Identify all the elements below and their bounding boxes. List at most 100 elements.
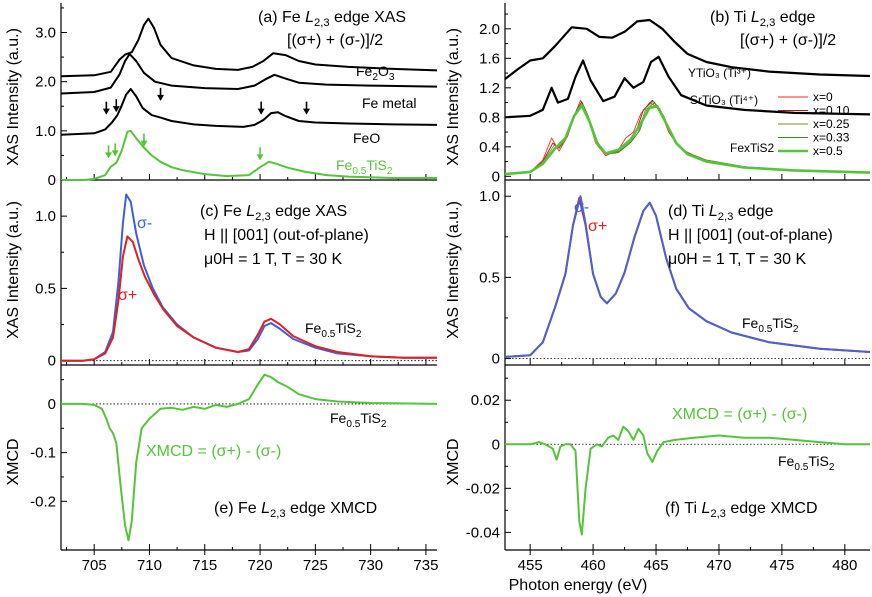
arrow-marker-black-head bbox=[157, 94, 165, 101]
series-line-fe0-5tis2 bbox=[61, 129, 437, 181]
y-axis-label-a: XAS Intensity (a.u.) bbox=[5, 28, 22, 166]
series-line-- bbox=[504, 195, 871, 358]
y-tick-label: 2.0 bbox=[35, 74, 56, 91]
legend-label: x=0.5 bbox=[813, 144, 843, 158]
arrow-marker-black-head bbox=[303, 108, 311, 115]
chart-title-e: (e) Fe L2,3 edge XMCD bbox=[214, 500, 377, 520]
panel-d: 0 0.5 1.0 bbox=[479, 180, 871, 368]
arrow-marker-green-head bbox=[140, 140, 148, 147]
series-label-sigma-plus-d: σ+ bbox=[588, 218, 607, 235]
y-tick-label: 1.0 bbox=[35, 208, 56, 225]
y-tick-label: 3.0 bbox=[35, 25, 56, 42]
x-tick-label: 725 bbox=[303, 557, 328, 574]
x-tick-label: 705 bbox=[82, 557, 107, 574]
condition-temp-d: μ0H = 1 T, T = 30 K bbox=[668, 251, 807, 268]
y-tick-label: -0.1 bbox=[30, 445, 56, 462]
y-axis-label-c: XAS Intensity (a.u.) bbox=[5, 201, 22, 339]
series-line-srtio3 bbox=[504, 55, 871, 119]
panel-e: -0.2 -0.1 0 705 710 715 720 725 730 735 bbox=[30, 365, 438, 574]
arrow-marker-green-head bbox=[256, 154, 264, 161]
condition-field-d: H || [001] (out-of-plane) bbox=[668, 227, 833, 244]
chart-title-d: (d) Ti L2,3 edge bbox=[668, 203, 774, 223]
series-line-xmcd bbox=[61, 373, 438, 542]
chart-title-c: (c) Fe L2,3 edge XAS bbox=[200, 203, 347, 223]
panel-b: 0 0.4 0.8 1.2 1.6 2.0 bbox=[479, 3, 871, 185]
series-label-ytio3: YTiO₃ (Ti³⁺) bbox=[688, 66, 751, 80]
x-tick-label: 480 bbox=[832, 557, 857, 574]
y-tick-label: 1.2 bbox=[479, 80, 500, 97]
x-tick-label: 730 bbox=[358, 557, 383, 574]
xmcd-annotation-f: XMCD = (σ+) - (σ-) bbox=[672, 406, 807, 423]
panel-f: -0.04 -0.02 0 0.02 455 460 465 470 475 480 bbox=[466, 365, 870, 574]
legend-label: x=0.25 bbox=[813, 117, 850, 131]
series-line-- bbox=[504, 196, 871, 358]
y-tick-label: 0 bbox=[48, 353, 56, 370]
xmcd-annotation-e: XMCD = (σ+) - (σ-) bbox=[146, 443, 281, 460]
chart-subtitle-a: [(σ+) + (σ-)]/2 bbox=[287, 32, 383, 49]
y-tick-label: 1.0 bbox=[35, 123, 56, 140]
series-label-fextis2: FexTiS2 bbox=[730, 141, 775, 155]
arrow-marker-green-head bbox=[105, 152, 113, 159]
x-tick-label: 465 bbox=[644, 557, 669, 574]
chart-title-b: (b) Ti L2,3 edge bbox=[710, 9, 816, 29]
series-label-sigma-minus-c: σ- bbox=[137, 215, 152, 232]
x-tick-label: 715 bbox=[192, 557, 217, 574]
series-label-fe2o3: Fe2O3 bbox=[356, 63, 395, 83]
x-tick-label: 470 bbox=[706, 557, 731, 574]
sample-label-c: Fe0.5TiS2 bbox=[305, 320, 362, 340]
x-tick-label: 460 bbox=[581, 557, 606, 574]
x-tick-label: 720 bbox=[248, 557, 273, 574]
arrow-marker-black-head bbox=[257, 108, 265, 115]
y-axis-label-d: XAS Intensity (a.u.) bbox=[445, 201, 462, 339]
series-label-fe05tis2: Fe0.5TiS2 bbox=[336, 157, 393, 177]
sample-label-e: Fe0.5TiS2 bbox=[330, 410, 387, 430]
y-tick-label: 0.5 bbox=[35, 280, 56, 297]
series-line-fe2o3 bbox=[60, 17, 438, 78]
sample-label-d: Fe0.5TiS2 bbox=[742, 315, 799, 335]
series-label-srtio3: SrTiO₃ (Ti⁴⁺) bbox=[690, 93, 758, 107]
y-axis-label-b: XAS Intensity (a.u.) bbox=[445, 28, 462, 166]
y-tick-label: 1.0 bbox=[479, 188, 500, 205]
y-tick-label: -0.2 bbox=[30, 493, 56, 510]
y-tick-label: 0 bbox=[48, 396, 56, 413]
arrow-marker-black-head bbox=[112, 106, 120, 113]
y-tick-label: 0.4 bbox=[479, 139, 500, 156]
chart-title-f: (f) Ti L2,3 edge XMCD bbox=[665, 500, 818, 520]
y-tick-label: 0.02 bbox=[471, 392, 500, 409]
legend-label: x=0 bbox=[813, 90, 833, 104]
y-tick-label: -0.04 bbox=[466, 524, 500, 541]
sample-label-f: Fe0.5TiS2 bbox=[778, 453, 835, 473]
x-tick-label: 455 bbox=[518, 557, 543, 574]
chart-title-a: (a) Fe L2,3 edge XAS bbox=[258, 9, 406, 29]
series-label-feo: FeO bbox=[353, 130, 380, 146]
series-label-fe-metal: Fe metal bbox=[362, 95, 416, 111]
legend-label: x=0.10 bbox=[813, 104, 850, 118]
condition-temp-c: μ0H = 1 T, T = 30 K bbox=[204, 251, 343, 268]
y-tick-label: 0 bbox=[492, 168, 500, 185]
series-label-sigma-plus-c: σ+ bbox=[118, 287, 137, 304]
x-axis-label: Photon energy (eV) bbox=[509, 577, 648, 594]
series-line-xmcd bbox=[505, 425, 870, 536]
figure-layer: 0 1.0 2.0 3.0 0 0.4 0.8 1.2 1.6 2.0 0 0.5 1.0 0 0.5 1.0… bbox=[30, 3, 871, 574]
series-label-sigma-minus-d: σ- bbox=[574, 199, 589, 216]
y-tick-label: 0 bbox=[48, 172, 56, 189]
x-tick-label: 710 bbox=[137, 557, 162, 574]
y-tick-label: 0 bbox=[492, 436, 500, 453]
series-line-- bbox=[61, 235, 437, 362]
y-tick-label: 2.0 bbox=[479, 21, 500, 38]
y-tick-label: 0.8 bbox=[479, 109, 500, 126]
x-tick-label: 475 bbox=[769, 557, 794, 574]
arrow-marker-black-head bbox=[102, 108, 110, 115]
y-tick-label: 0.5 bbox=[479, 269, 500, 286]
series-line-ytio3 bbox=[504, 18, 871, 80]
x-tick-label: 735 bbox=[413, 557, 438, 574]
panel-c: 0 0.5 1.0 bbox=[35, 180, 437, 370]
series-line-fe-metal bbox=[60, 53, 438, 95]
panel-a: 0 1.0 2.0 3.0 bbox=[35, 3, 438, 189]
y-tick-label: 1.6 bbox=[479, 50, 500, 67]
y-axis-label-f: XMCD bbox=[445, 438, 462, 485]
condition-field-c: H || [001] (out-of-plane) bbox=[204, 227, 369, 244]
chart-subtitle-b: [(σ+) + (σ-)]/2 bbox=[740, 32, 836, 49]
arrow-marker-green-head bbox=[111, 150, 119, 157]
